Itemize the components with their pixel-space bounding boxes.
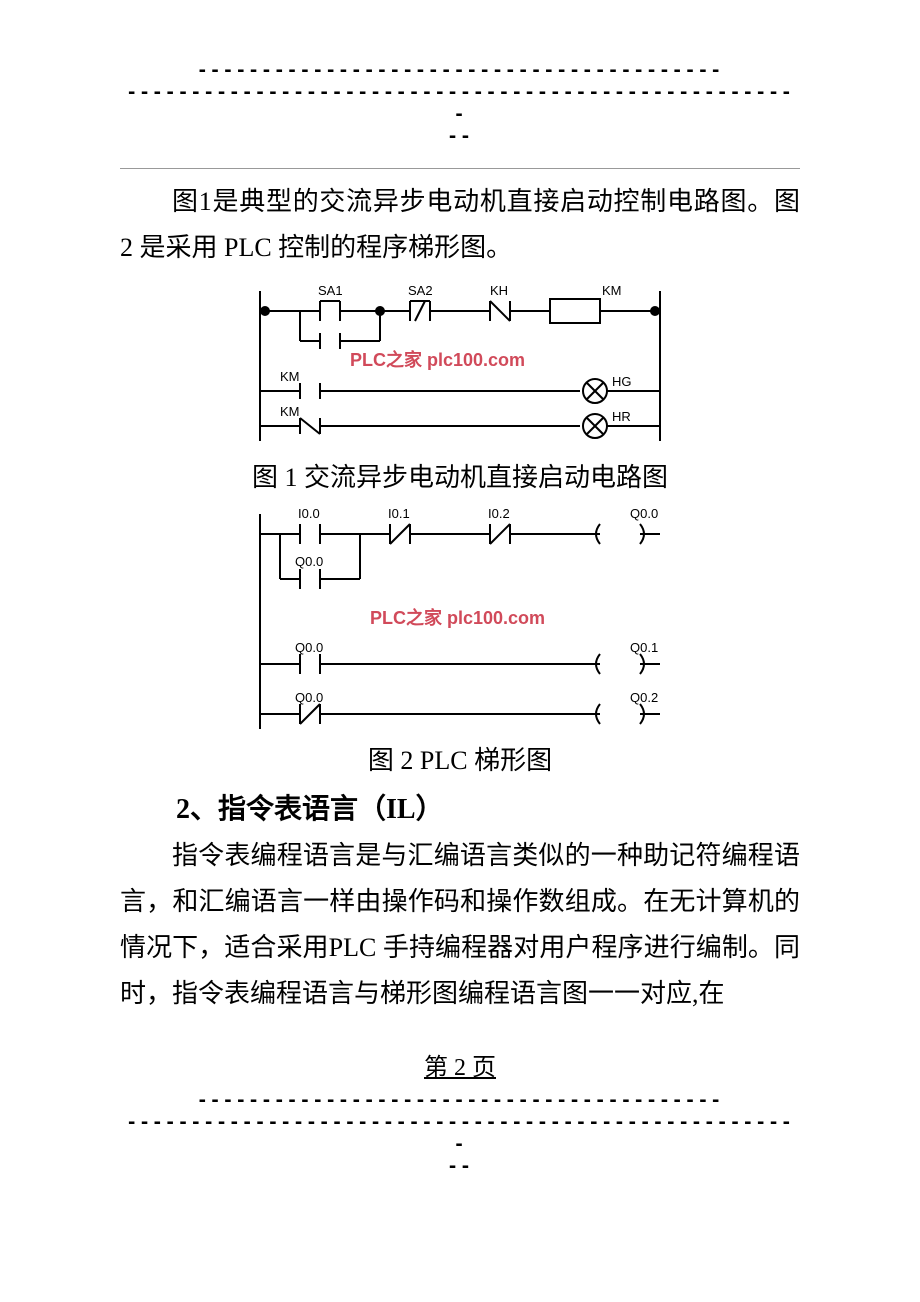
label-hr: HR	[612, 409, 631, 424]
figure-2-caption: 图 2 PLC 梯形图	[120, 740, 800, 777]
label-q02: Q0.2	[630, 690, 658, 705]
label-km-no: KM	[280, 369, 300, 384]
label-hg: HG	[612, 374, 632, 389]
dash-line-b3: --	[120, 1156, 800, 1178]
top-dash-block: ----------------------------------------…	[120, 60, 800, 148]
section-2-body: 指令表编程语言是与汇编语言类似的一种助记符编程语言，和汇编语言一样由操作码和操作…	[120, 833, 800, 1017]
label-q00-coil: Q0.0	[630, 506, 658, 521]
fig1-watermark: PLC之家 plc100.com	[350, 349, 525, 370]
label-q00-r2: Q0.0	[295, 640, 323, 655]
label-i02: I0.2	[488, 506, 510, 521]
label-km-coil: KM	[602, 283, 622, 298]
dash-line-b1: ----------------------------------------…	[120, 1090, 800, 1112]
fig2-watermark: PLC之家 plc100.com	[370, 607, 545, 628]
dash-line-2: ----------------------------------------…	[120, 82, 800, 126]
label-sa1: SA1	[318, 283, 343, 298]
intro-paragraph: 图1是典型的交流异步电动机直接启动控制电路图。图 2 是采用 PLC 控制的程序…	[120, 179, 800, 271]
label-kh: KH	[490, 283, 508, 298]
label-sa2: SA2	[408, 283, 433, 298]
page-number: 第 2 页	[120, 1047, 800, 1082]
figure-1-circuit: SA1 SA2 KH KM KM KM HG HR PLC之家 plc100.c…	[240, 281, 680, 451]
label-q01: Q0.1	[630, 640, 658, 655]
dash-line-1: ----------------------------------------…	[120, 60, 800, 82]
section-2-heading: 2、指令表语言（IL）	[120, 787, 800, 827]
dash-line-b2: ----------------------------------------…	[120, 1112, 800, 1156]
top-hr	[120, 168, 800, 169]
figure-1-caption: 图 1 交流异步电动机直接启动电路图	[120, 457, 800, 494]
dash-line-3: --	[120, 126, 800, 148]
label-i00: I0.0	[298, 506, 320, 521]
label-km-nc: KM	[280, 404, 300, 419]
label-i01: I0.1	[388, 506, 410, 521]
label-q00-r3: Q0.0	[295, 690, 323, 705]
bottom-dash-block: ----------------------------------------…	[120, 1090, 800, 1178]
figure-2-ladder: I0.0 I0.1 I0.2 Q0.0 Q0.0 Q0.0 Q0.1 Q0.0 …	[240, 504, 680, 734]
label-q00-par: Q0.0	[295, 554, 323, 569]
